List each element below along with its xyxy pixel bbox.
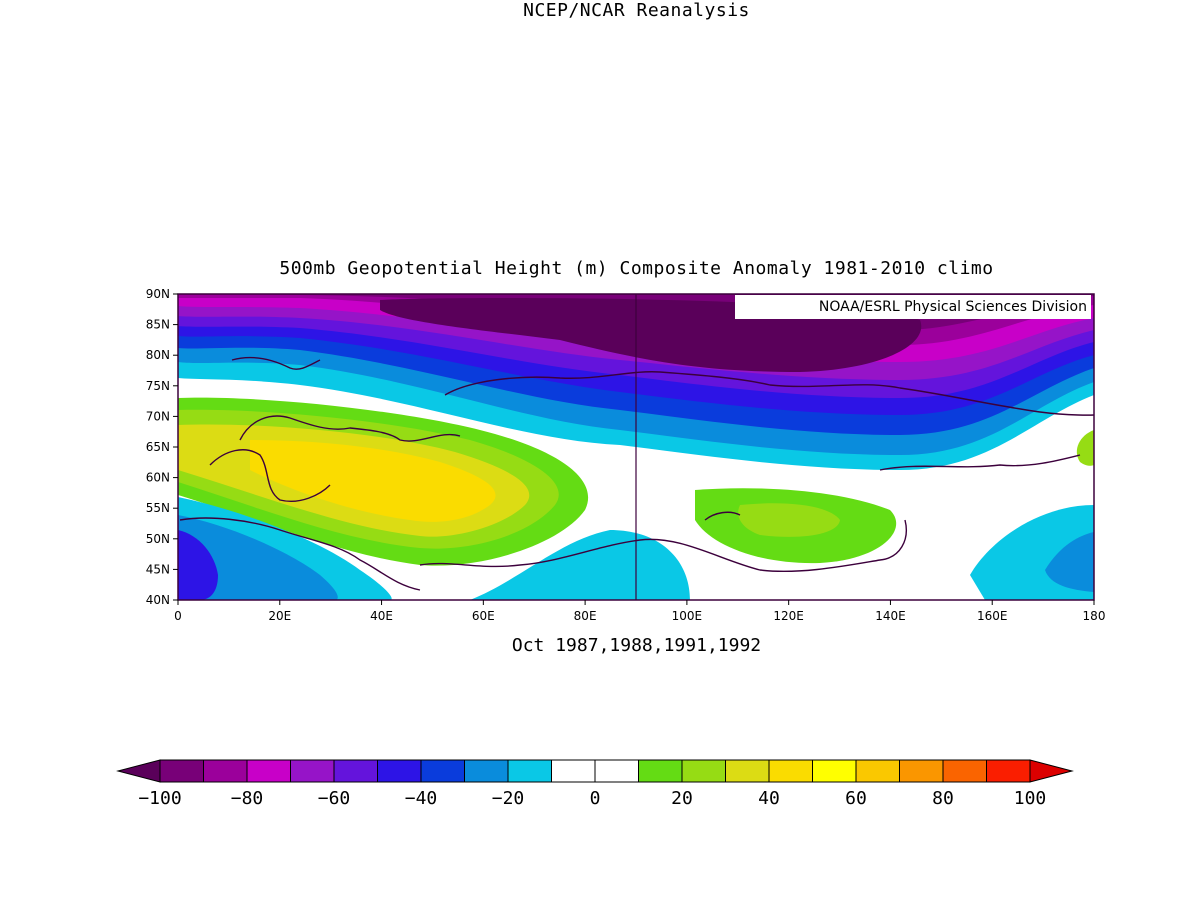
colorbar-label: −60 — [318, 788, 351, 809]
chart-subtitle: Oct 1987,1988,1991,1992 — [511, 635, 762, 656]
colorbar-swatch — [203, 759, 248, 783]
colorbar-label: 80 — [932, 788, 954, 809]
colorbar-label: −80 — [231, 788, 264, 809]
lon-tick-label: 180 — [1083, 609, 1106, 623]
longitude-axis: 0 20E 40E 60E 80E 100E 120E 140E 160E 180 — [174, 600, 1105, 623]
lat-tick-label: 65N — [146, 440, 170, 454]
colorbar-min-arrow — [116, 759, 161, 783]
lon-tick-label: 120E — [773, 609, 804, 623]
colorbar-swatch — [638, 759, 683, 783]
lon-tick-label: 160E — [977, 609, 1008, 623]
colorbar-swatch — [464, 759, 509, 783]
colorbar-label: −100 — [138, 788, 181, 809]
colorbar-label: −40 — [405, 788, 438, 809]
lat-tick-label: 70N — [146, 409, 170, 423]
colorbar-swatch — [159, 759, 204, 783]
lat-tick-label: 80N — [146, 348, 170, 362]
colorbar-swatch — [768, 759, 813, 783]
colorbar-swatch — [725, 759, 770, 783]
colorbar-label: 0 — [590, 788, 601, 809]
colorbar: −100 −80 −60 −40 −20 0 20 40 60 80 100 — [116, 759, 1074, 809]
colorbar-swatch — [420, 759, 465, 783]
credit-label: NOAA/ESRL Physical Sciences Division — [735, 295, 1091, 319]
colorbar-swatch — [942, 759, 987, 783]
lon-tick-label: 80E — [574, 609, 597, 623]
lat-tick-label: 60N — [146, 471, 170, 485]
colorbar-swatch — [986, 759, 1031, 783]
chart-title-line1: NCEP/NCAR Reanalysis — [523, 0, 750, 21]
lat-tick-label: 85N — [146, 318, 170, 332]
coastlines — [179, 356, 1094, 591]
lat-tick-label: 40N — [146, 593, 170, 607]
lat-tick-label: 50N — [146, 532, 170, 546]
colorbar-label: 60 — [845, 788, 867, 809]
lon-tick-label: 0 — [174, 609, 182, 623]
lon-tick-label: 100E — [672, 609, 703, 623]
colorbar-swatch — [855, 759, 900, 783]
colorbar-swatch — [377, 759, 422, 783]
lat-tick-label: 55N — [146, 501, 170, 515]
colorbar-swatch — [551, 759, 596, 783]
lat-tick-label: 90N — [146, 287, 170, 301]
colorbar-swatch — [594, 759, 639, 783]
lon-tick-label: 60E — [472, 609, 495, 623]
lat-tick-label: 75N — [146, 379, 170, 393]
lon-tick-label: 20E — [268, 609, 291, 623]
lon-tick-label: 40E — [370, 609, 393, 623]
latitude-axis: 90N 85N 80N 75N 70N 65N 60N 55N 50N 45N 40N — [146, 287, 178, 607]
lon-tick-label: 140E — [875, 609, 906, 623]
colorbar-label: −20 — [492, 788, 525, 809]
lat-tick-label: 45N — [146, 562, 170, 576]
colorbar-swatch — [507, 759, 552, 783]
colorbar-swatch — [333, 759, 378, 783]
colorbar-max-arrow — [1029, 759, 1074, 783]
colorbar-label: 20 — [671, 788, 693, 809]
colorbar-label: 40 — [758, 788, 780, 809]
colorbar-swatch — [246, 759, 291, 783]
colorbar-swatch — [899, 759, 944, 783]
colorbar-label: 100 — [1014, 788, 1047, 809]
colorbar-swatch — [812, 759, 857, 783]
colorbar-swatch — [290, 759, 335, 783]
colorbar-swatch — [681, 759, 726, 783]
chart-title-line2: 500mb Geopotential Height (m) Composite … — [279, 258, 994, 279]
